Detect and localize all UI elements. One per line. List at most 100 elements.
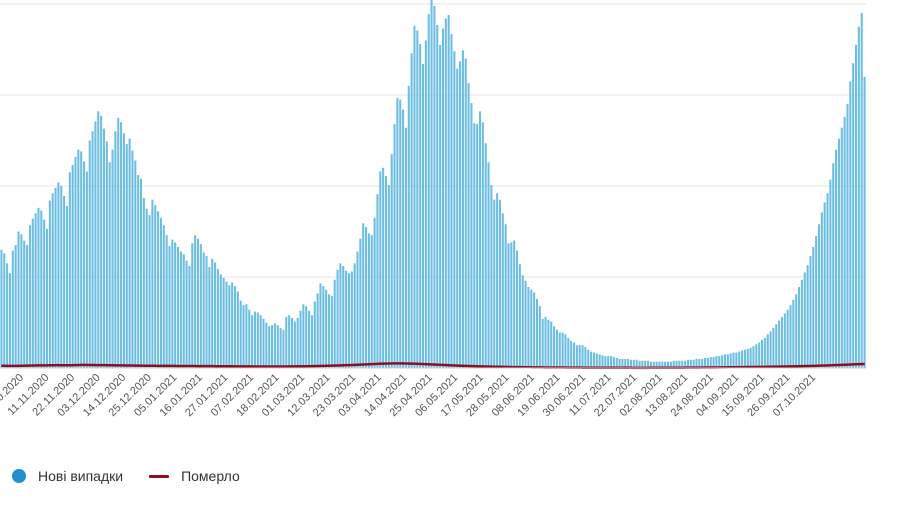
bar-new-cases (433, 5, 436, 368)
bar-new-cases (775, 324, 778, 368)
bar-new-cases (168, 246, 171, 368)
bar-new-cases (461, 50, 464, 368)
bar-new-cases (629, 359, 633, 368)
bar-new-cases (34, 213, 37, 368)
bar-new-cases (325, 289, 328, 368)
bar-new-cases (681, 360, 684, 368)
bar-new-cases (575, 345, 578, 368)
bar-new-cases (60, 186, 63, 368)
bar-new-cases (17, 231, 20, 368)
bar-new-cases (439, 44, 442, 368)
legend-label-new-cases: Нові випадки (38, 468, 124, 484)
bar-new-cases (174, 242, 177, 368)
bar-new-cases (310, 315, 313, 368)
bar-new-cases (855, 44, 858, 368)
bar-new-cases (402, 109, 405, 368)
bar-new-cases (558, 332, 561, 368)
bar-new-cases (564, 334, 567, 368)
bar-new-cases (11, 250, 14, 368)
bar-new-cases (763, 337, 766, 368)
bar-new-cases (715, 356, 718, 368)
legend-item-new-cases[interactable]: Нові випадки (12, 468, 123, 484)
bar-new-cases (803, 272, 806, 368)
bar-new-cases (410, 53, 413, 368)
bar-new-cases (826, 193, 829, 368)
bar-new-cases (749, 347, 752, 368)
bar-new-cases (219, 274, 222, 368)
bar-new-cases (97, 111, 100, 368)
bar-new-cases (177, 246, 180, 368)
bar-new-cases (832, 163, 835, 368)
bar-new-cases (3, 253, 6, 368)
bar-new-cases (706, 357, 709, 368)
bar-new-cases (279, 327, 282, 368)
bar-new-cases (253, 311, 256, 368)
bar-new-cases (792, 299, 795, 368)
bar-new-cases (399, 99, 402, 369)
bar-new-cases (766, 334, 769, 368)
x-axis-ticks: 31.10.202011.11.202022.11.202003.12.2020… (0, 372, 818, 419)
bar-new-cases (738, 351, 741, 368)
bar-new-cases (57, 182, 60, 368)
bar-new-cases (507, 243, 510, 368)
bar-new-cases (732, 352, 735, 368)
bar-new-cases (51, 193, 54, 368)
bar-new-cases (336, 269, 339, 368)
bar-new-cases (330, 296, 333, 368)
bar-new-cases (322, 286, 325, 368)
bar-new-cases (282, 329, 285, 368)
bar-new-cases (661, 361, 664, 368)
bar-new-cases (863, 76, 866, 369)
legend-label-deaths: Померло (181, 468, 240, 484)
bar-new-cases (353, 263, 356, 368)
bar-new-cases (817, 224, 821, 368)
bar-new-cases (54, 187, 57, 368)
bar-new-cases (718, 356, 721, 368)
bar-new-cases (672, 360, 675, 368)
legend-item-deaths[interactable]: Померло (149, 468, 240, 484)
bar-new-cases (236, 291, 239, 368)
bar-new-cases (245, 304, 248, 368)
bar-new-cases (820, 212, 823, 368)
bar-new-cases (441, 28, 444, 368)
bar-new-cases (783, 313, 786, 368)
bar-new-cases (65, 206, 68, 368)
bar-new-cases (248, 309, 251, 368)
bar-new-cases (447, 14, 450, 368)
bar-new-cases (624, 358, 627, 368)
bar-new-cases (347, 273, 350, 368)
bar-new-cases (604, 356, 607, 368)
bar-new-cases (268, 326, 271, 368)
bar-new-cases (404, 127, 407, 368)
bar-new-cases (37, 207, 40, 368)
bar-new-cases (504, 224, 507, 368)
bar-new-cases (171, 239, 174, 368)
bar-new-cases (228, 285, 231, 368)
bar-new-cases (159, 217, 162, 368)
bar-new-cases (496, 193, 499, 368)
bar-new-cases (666, 361, 670, 368)
bar-new-cases (211, 258, 214, 368)
bar-new-cases (85, 171, 88, 368)
bar-new-cases (547, 319, 550, 368)
bar-new-cases (590, 351, 593, 368)
bar-new-cases (444, 18, 447, 369)
bar-new-cases (288, 315, 291, 368)
bar-new-cases (345, 270, 348, 368)
bar-new-cases (77, 149, 80, 368)
bar-new-cases (701, 358, 704, 368)
bar-new-cases (194, 235, 197, 368)
bar-new-cases (607, 356, 610, 368)
bar-new-cases (450, 34, 453, 368)
bar-new-cases (806, 265, 809, 368)
bar-new-cases (627, 358, 630, 368)
bar-new-cases (467, 83, 470, 369)
bar-new-cases (142, 197, 145, 368)
bar-new-cases (390, 154, 393, 368)
bar-new-cases (148, 215, 151, 368)
bar-new-cases (476, 124, 479, 369)
bar-new-cases (387, 185, 390, 368)
bar-new-cases (535, 298, 538, 368)
bar-new-cases (102, 128, 105, 368)
